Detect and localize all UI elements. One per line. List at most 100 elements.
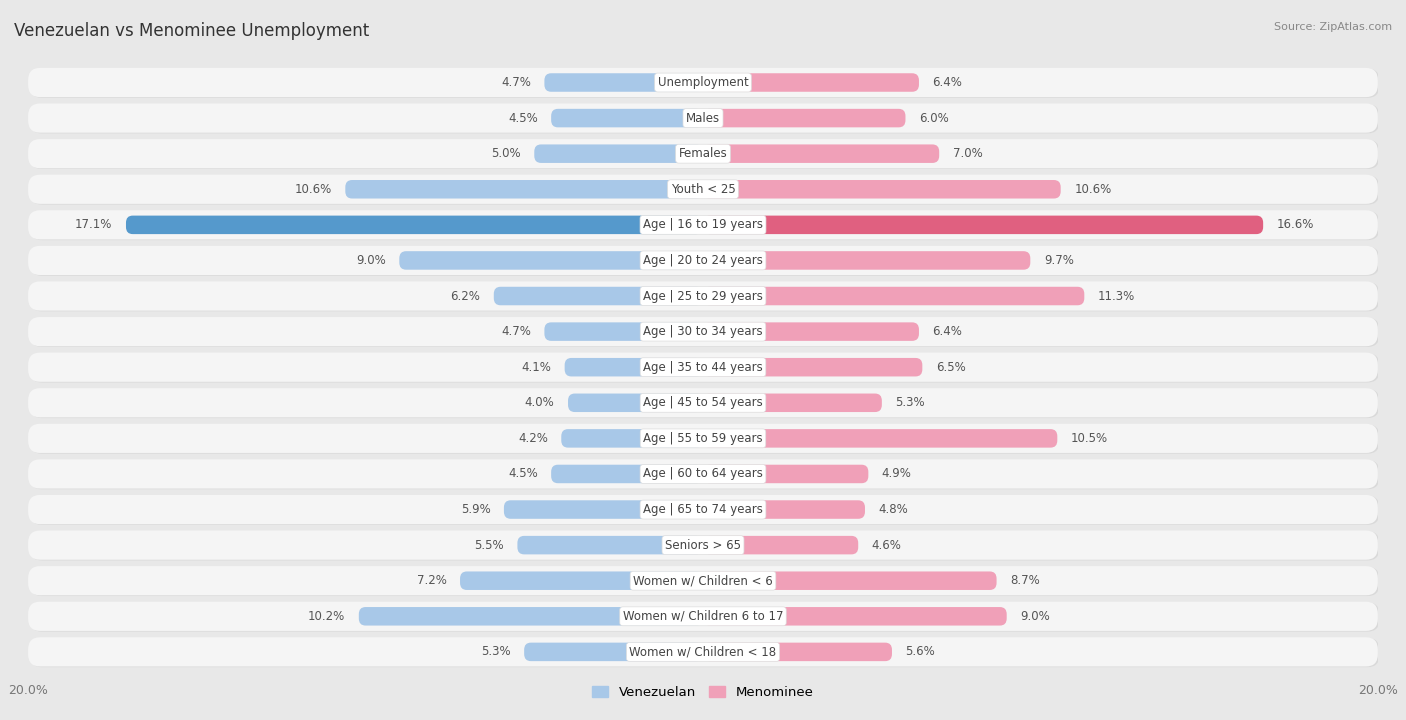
Text: Women w/ Children < 18: Women w/ Children < 18	[630, 645, 776, 658]
FancyBboxPatch shape	[399, 251, 703, 270]
FancyBboxPatch shape	[703, 109, 905, 127]
Text: Women w/ Children 6 to 17: Women w/ Children 6 to 17	[623, 610, 783, 623]
Text: 4.2%: 4.2%	[517, 432, 548, 445]
Text: 4.7%: 4.7%	[501, 76, 531, 89]
Text: 4.5%: 4.5%	[508, 467, 537, 480]
FancyBboxPatch shape	[703, 394, 882, 412]
FancyBboxPatch shape	[703, 323, 920, 341]
FancyBboxPatch shape	[703, 180, 1060, 199]
FancyBboxPatch shape	[30, 246, 1379, 276]
Text: Youth < 25: Youth < 25	[671, 183, 735, 196]
Legend: Venezuelan, Menominee: Venezuelan, Menominee	[588, 680, 818, 704]
Text: Age | 45 to 54 years: Age | 45 to 54 years	[643, 396, 763, 409]
FancyBboxPatch shape	[30, 140, 1379, 169]
Text: Age | 60 to 64 years: Age | 60 to 64 years	[643, 467, 763, 480]
FancyBboxPatch shape	[30, 531, 1379, 560]
FancyBboxPatch shape	[565, 358, 703, 377]
FancyBboxPatch shape	[568, 394, 703, 412]
Text: Age | 16 to 19 years: Age | 16 to 19 years	[643, 218, 763, 231]
Text: 10.6%: 10.6%	[1074, 183, 1111, 196]
FancyBboxPatch shape	[28, 104, 1378, 132]
FancyBboxPatch shape	[30, 68, 1379, 98]
Text: 5.5%: 5.5%	[474, 539, 503, 552]
Text: 10.2%: 10.2%	[308, 610, 346, 623]
Text: 6.2%: 6.2%	[450, 289, 481, 302]
FancyBboxPatch shape	[551, 464, 703, 483]
FancyBboxPatch shape	[30, 567, 1379, 596]
FancyBboxPatch shape	[703, 215, 1263, 234]
Text: Age | 30 to 34 years: Age | 30 to 34 years	[643, 325, 763, 338]
FancyBboxPatch shape	[28, 353, 1378, 382]
FancyBboxPatch shape	[517, 536, 703, 554]
FancyBboxPatch shape	[703, 73, 920, 91]
Text: Unemployment: Unemployment	[658, 76, 748, 89]
FancyBboxPatch shape	[30, 318, 1379, 347]
Text: 10.6%: 10.6%	[295, 183, 332, 196]
FancyBboxPatch shape	[28, 602, 1378, 631]
FancyBboxPatch shape	[28, 210, 1378, 240]
Text: Women w/ Children < 6: Women w/ Children < 6	[633, 575, 773, 588]
Text: Age | 25 to 29 years: Age | 25 to 29 years	[643, 289, 763, 302]
FancyBboxPatch shape	[30, 603, 1379, 631]
Text: Seniors > 65: Seniors > 65	[665, 539, 741, 552]
FancyBboxPatch shape	[127, 215, 703, 234]
FancyBboxPatch shape	[30, 425, 1379, 454]
Text: 6.5%: 6.5%	[936, 361, 966, 374]
FancyBboxPatch shape	[703, 607, 1007, 626]
FancyBboxPatch shape	[503, 500, 703, 519]
FancyBboxPatch shape	[30, 211, 1379, 240]
FancyBboxPatch shape	[30, 389, 1379, 418]
Text: 6.4%: 6.4%	[932, 325, 962, 338]
FancyBboxPatch shape	[561, 429, 703, 448]
FancyBboxPatch shape	[703, 145, 939, 163]
Text: Age | 20 to 24 years: Age | 20 to 24 years	[643, 254, 763, 267]
Text: Venezuelan vs Menominee Unemployment: Venezuelan vs Menominee Unemployment	[14, 22, 370, 40]
FancyBboxPatch shape	[703, 251, 1031, 270]
Text: 4.5%: 4.5%	[508, 112, 537, 125]
FancyBboxPatch shape	[28, 637, 1378, 667]
Text: Females: Females	[679, 147, 727, 160]
FancyBboxPatch shape	[30, 495, 1379, 525]
FancyBboxPatch shape	[460, 572, 703, 590]
Text: 9.0%: 9.0%	[1021, 610, 1050, 623]
FancyBboxPatch shape	[28, 139, 1378, 168]
FancyBboxPatch shape	[30, 354, 1379, 382]
Text: 9.0%: 9.0%	[356, 254, 385, 267]
FancyBboxPatch shape	[28, 495, 1378, 524]
FancyBboxPatch shape	[346, 180, 703, 199]
FancyBboxPatch shape	[703, 572, 997, 590]
Text: 16.6%: 16.6%	[1277, 218, 1315, 231]
FancyBboxPatch shape	[30, 638, 1379, 667]
FancyBboxPatch shape	[703, 358, 922, 377]
FancyBboxPatch shape	[494, 287, 703, 305]
FancyBboxPatch shape	[703, 643, 891, 661]
FancyBboxPatch shape	[28, 317, 1378, 346]
Text: 6.4%: 6.4%	[932, 76, 962, 89]
Text: 9.7%: 9.7%	[1043, 254, 1074, 267]
Text: 5.3%: 5.3%	[481, 645, 510, 658]
FancyBboxPatch shape	[359, 607, 703, 626]
FancyBboxPatch shape	[28, 175, 1378, 204]
FancyBboxPatch shape	[544, 73, 703, 91]
FancyBboxPatch shape	[703, 500, 865, 519]
Text: Males: Males	[686, 112, 720, 125]
Text: 5.3%: 5.3%	[896, 396, 925, 409]
Text: 6.0%: 6.0%	[920, 112, 949, 125]
FancyBboxPatch shape	[28, 388, 1378, 418]
FancyBboxPatch shape	[524, 643, 703, 661]
Text: 17.1%: 17.1%	[75, 218, 112, 231]
Text: 8.7%: 8.7%	[1010, 575, 1040, 588]
FancyBboxPatch shape	[544, 323, 703, 341]
Text: 4.1%: 4.1%	[522, 361, 551, 374]
FancyBboxPatch shape	[703, 464, 869, 483]
Text: 5.9%: 5.9%	[461, 503, 491, 516]
Text: Source: ZipAtlas.com: Source: ZipAtlas.com	[1274, 22, 1392, 32]
Text: 4.9%: 4.9%	[882, 467, 911, 480]
FancyBboxPatch shape	[30, 282, 1379, 311]
Text: 5.0%: 5.0%	[491, 147, 520, 160]
Text: 11.3%: 11.3%	[1098, 289, 1135, 302]
FancyBboxPatch shape	[28, 246, 1378, 275]
Text: Age | 65 to 74 years: Age | 65 to 74 years	[643, 503, 763, 516]
FancyBboxPatch shape	[703, 287, 1084, 305]
FancyBboxPatch shape	[703, 429, 1057, 448]
